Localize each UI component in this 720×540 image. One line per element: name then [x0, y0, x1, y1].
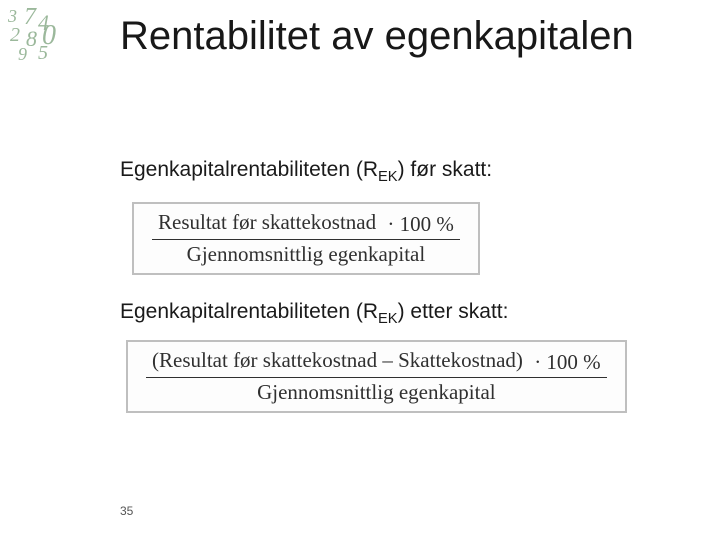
fraction: (Resultat før skattekostnad – Skattekost… [146, 348, 607, 405]
text: Egenkapitalrentabiliteten (R [120, 158, 378, 181]
caption-before-tax: Egenkapitalrentabiliteten (REK) før skat… [120, 158, 492, 185]
formula-after-tax: (Resultat før skattekostnad – Skattekost… [126, 340, 627, 413]
subscript: EK [378, 311, 398, 327]
page-number: 35 [120, 504, 133, 518]
slide: 3 7 4 2 8 0 9 5 Rentabilitet av egenkapi… [0, 0, 720, 540]
logo-glyph: 8 [26, 26, 37, 52]
text: ) før skatt: [398, 158, 493, 181]
text: Egenkapitalrentabiliteten (R [120, 300, 378, 323]
tail-text: · 100 % [528, 350, 601, 375]
denominator: Gjennomsnittlig egenkapital [146, 378, 607, 405]
text: ) etter skatt: [398, 300, 509, 323]
fraction: Resultat før skattekostnad · 100 % Gjenn… [152, 210, 460, 267]
numerator-text: (Resultat før skattekostnad – Skattekost… [152, 348, 523, 372]
numerator: (Resultat før skattekostnad – Skattekost… [146, 348, 607, 378]
numerator-text: Resultat før skattekostnad [158, 210, 376, 234]
caption-after-tax: Egenkapitalrentabiliteten (REK) etter sk… [120, 300, 508, 327]
subscript: EK [378, 169, 398, 185]
tail-text: · 100 % [381, 212, 454, 237]
numeric-logo: 3 7 4 2 8 0 9 5 [8, 6, 64, 62]
logo-glyph: 5 [38, 42, 48, 65]
logo-glyph: 9 [18, 44, 27, 65]
slide-title: Rentabilitet av egenkapitalen [120, 14, 634, 59]
formula-before-tax: Resultat før skattekostnad · 100 % Gjenn… [132, 202, 480, 275]
denominator: Gjennomsnittlig egenkapital [152, 240, 460, 267]
numerator: Resultat før skattekostnad · 100 % [152, 210, 460, 240]
